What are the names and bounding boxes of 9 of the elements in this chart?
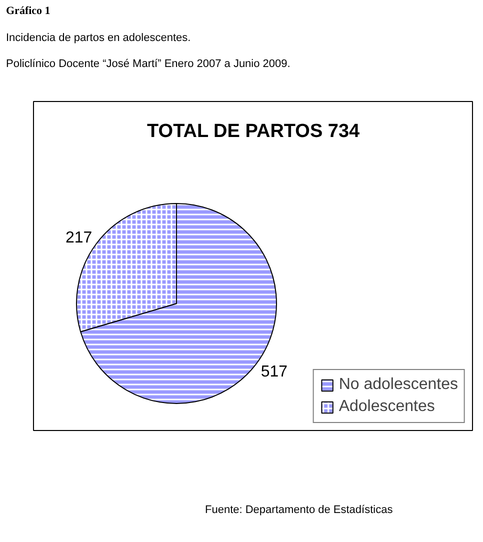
data-label: 517 — [260, 364, 288, 381]
text: Policlínico Docente “José Martí” Enero 2007 a Junio 2009. — [6, 57, 290, 72]
text: Incidencia de partos en adolescentes. — [6, 30, 192, 46]
legend-label: No adolescentes — [338, 376, 458, 394]
source-note: Fuente: Departamento de Estadísticas — [205, 503, 393, 518]
chart-title: TOTAL DE PARTOS 734 — [147, 121, 360, 142]
text: Gráfico 1 — [6, 4, 52, 19]
data-label: 217 — [65, 230, 92, 247]
legend-label: Adolescentes — [338, 398, 435, 416]
